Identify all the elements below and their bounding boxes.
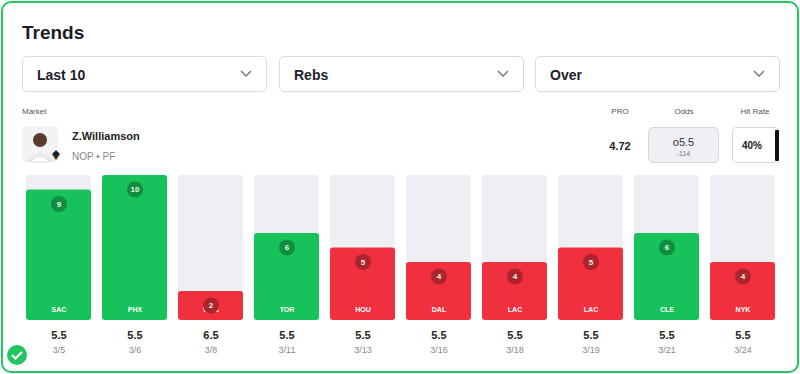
svg-text:5.5: 5.5: [507, 329, 522, 341]
svg-text:4: 4: [513, 272, 518, 281]
html-text:Hit Rate: Hit Rate: [740, 107, 770, 116]
svg-text:DAL: DAL: [432, 306, 447, 313]
svg-text:5.5: 5.5: [127, 329, 142, 341]
html-text:o5.5: o5.5: [672, 136, 695, 148]
svg-text:SAC: SAC: [52, 306, 67, 313]
svg-text:4: 4: [437, 272, 442, 281]
html-text:Last 10: Last 10: [37, 67, 86, 83]
svg-text:3/8: 3/8: [205, 345, 218, 355]
svg-text:5: 5: [361, 258, 366, 267]
svg-text:HOU: HOU: [355, 306, 371, 313]
svg-text:LAC: LAC: [584, 306, 598, 313]
html-text:Z.Williamson: Z.Williamson: [72, 130, 140, 142]
svg-text:TOR: TOR: [280, 306, 295, 313]
svg-text:3/18: 3/18: [506, 345, 524, 355]
svg-text:3/21: 3/21: [658, 345, 676, 355]
svg-text:6.5: 6.5: [203, 329, 218, 341]
svg-text:9: 9: [57, 200, 62, 209]
svg-text:3/19: 3/19: [582, 345, 600, 355]
html-text:Over: Over: [550, 67, 582, 83]
svg-text:5.5: 5.5: [431, 329, 446, 341]
svg-text:5.5: 5.5: [583, 329, 598, 341]
svg-text:4: 4: [741, 272, 746, 281]
svg-text:PHX: PHX: [128, 306, 143, 313]
svg-text:5.5: 5.5: [51, 329, 66, 341]
svg-text:5.5: 5.5: [279, 329, 294, 341]
svg-text:3/5: 3/5: [53, 345, 66, 355]
html-text:PRO: PRO: [611, 107, 629, 116]
svg-text:3/11: 3/11: [279, 345, 296, 355]
svg-text:5.5: 5.5: [735, 329, 750, 341]
svg-text:10: 10: [131, 185, 140, 194]
svg-text:5.5: 5.5: [659, 329, 674, 341]
svg-text:CLE: CLE: [660, 306, 674, 313]
html-text:Market: Market: [22, 107, 47, 116]
svg-text:3/13: 3/13: [354, 345, 372, 355]
html-text:Odds: Odds: [674, 107, 694, 116]
svg-text:NYK: NYK: [736, 306, 751, 313]
html-text:NOP • PF: NOP • PF: [72, 151, 116, 162]
svg-text:LAC: LAC: [508, 306, 522, 313]
svg-text:2: 2: [209, 301, 214, 310]
svg-text:5.5: 5.5: [355, 329, 370, 341]
html-text:4.72: 4.72: [609, 140, 631, 152]
html-text:-114: -114: [676, 150, 691, 157]
svg-text:3/24: 3/24: [734, 345, 752, 355]
html-text:Trends: Trends: [22, 22, 85, 43]
svg-text:3/16: 3/16: [430, 345, 448, 355]
svg-text:3/6: 3/6: [129, 345, 142, 355]
svg-text:6: 6: [665, 243, 670, 252]
html-text:40%: 40%: [742, 140, 762, 151]
svg-text:6: 6: [285, 243, 290, 252]
svg-text:5: 5: [589, 258, 594, 267]
html-text:Rebs: Rebs: [294, 67, 329, 83]
